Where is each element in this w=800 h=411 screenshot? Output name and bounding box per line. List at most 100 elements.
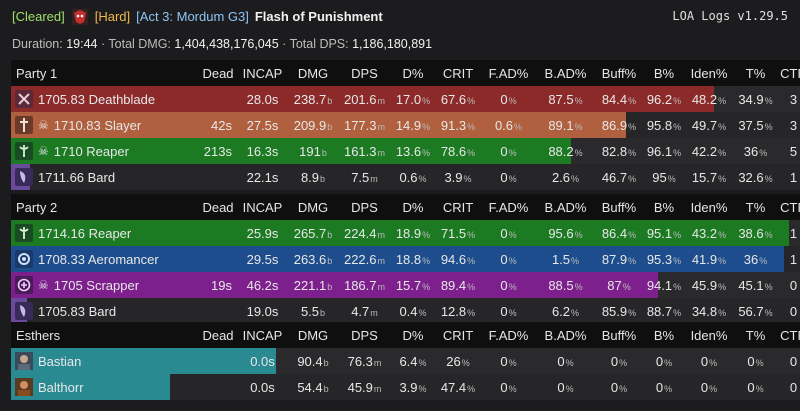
duration-value: 19:44 <box>66 37 98 51</box>
value-fad: 0.6 <box>494 117 514 133</box>
column-header-t[interactable]: T% <box>745 327 766 343</box>
cell-d: 17.0% <box>390 86 436 112</box>
percent-sign: % <box>764 281 773 292</box>
column-header-b[interactable]: B% <box>653 327 675 343</box>
value-ctr: 5 <box>789 143 798 159</box>
player-row[interactable]: 1711.66 Bard 22.1s 8.9b 7.5m 0.6% 3.9% 0% 2.6% 4… <box>11 164 800 190</box>
cell-buff: 46.7% <box>594 164 644 190</box>
column-header-iden[interactable]: Iden% <box>690 327 728 343</box>
column-header-d[interactable]: D% <box>402 327 424 343</box>
cell-iden: 45.9% <box>684 272 734 298</box>
column-header-b[interactable]: B% <box>653 199 675 215</box>
column-header-ctr[interactable]: CTR <box>780 65 800 81</box>
column-header-crit[interactable]: CRIT <box>442 327 474 343</box>
column-header-fad[interactable]: F.AD% <box>488 327 529 343</box>
column-header-ctr[interactable]: CTR <box>780 327 800 343</box>
cell-dps: 7.5m <box>339 164 390 190</box>
player-row[interactable]: Balthorr 0.0s 54.4b 45.9m 3.9% 47.4% 0% 0% 0% 0% 0… <box>11 374 800 400</box>
column-header-bad[interactable]: B.AD% <box>544 327 587 343</box>
unit-dps: m <box>377 121 386 132</box>
cell-dead <box>198 164 238 190</box>
column-header-buff[interactable]: Buff% <box>601 65 637 81</box>
column-header-dead[interactable]: Dead <box>202 327 234 343</box>
column-header-crit[interactable]: CRIT <box>442 65 474 81</box>
cell-incap: 46.2s <box>238 272 287 298</box>
value-ctr: 0 <box>789 379 798 395</box>
column-header-dmg[interactable]: DMG <box>297 327 329 343</box>
percent-sign: % <box>764 173 773 184</box>
column-header-dps[interactable]: DPS <box>351 65 378 81</box>
column-header-dead[interactable]: Dead <box>202 65 234 81</box>
player-row[interactable]: 1708.33 Aeromancer 29.5s 263.6b 222.6m 18.8%… <box>11 246 800 272</box>
column-header-iden[interactable]: Iden% <box>690 65 728 81</box>
value-dps: 4.7 <box>351 303 370 319</box>
unit-dps: m <box>370 173 378 184</box>
cell-buff: 87% <box>594 272 644 298</box>
player-row[interactable]: 1705.83 Bard 19.0s 5.5b 4.7m 0.4% 12.8% 0% 6.2%… <box>11 298 800 324</box>
column-header-incap[interactable]: INCAP <box>242 199 283 215</box>
cleared-tag: [Cleared] <box>12 9 65 24</box>
player-name-cell: ☠ 1705 Scrapper <box>11 272 198 298</box>
value-buff: 46.7 <box>601 169 628 185</box>
column-header-ctr[interactable]: CTR <box>780 199 800 215</box>
player-row[interactable]: Bastian 0.0s 90.4b 76.3m 6.4% 26% 0% 0% 0% 0% 0% 0%… <box>11 348 800 374</box>
group-label: Party 1 <box>16 65 58 81</box>
unit-dmg: b <box>323 383 329 394</box>
column-header-t[interactable]: T% <box>745 65 766 81</box>
percent-sign: % <box>764 307 773 318</box>
value-bad: 88.5 <box>548 277 574 293</box>
column-header-fad[interactable]: F.AD% <box>488 199 529 215</box>
meter-table-2: Esthers Dead INCAP DMG DPS D% CRIT F.AD% B.AD% Bu… <box>11 322 800 400</box>
column-header-b[interactable]: B% <box>653 65 675 81</box>
percent-sign: % <box>418 383 427 394</box>
column-header-t[interactable]: T% <box>745 199 766 215</box>
player-name: 1711.66 Bard <box>38 169 116 185</box>
value-dmg: 8.9 <box>300 169 320 185</box>
percent-sign: % <box>467 281 476 292</box>
column-header-fad[interactable]: F.AD% <box>488 65 529 81</box>
column-header-crit[interactable]: CRIT <box>442 199 474 215</box>
value-t: 34.9 <box>738 91 764 107</box>
player-row[interactable]: ☠ 1710.83 Slayer 42s 27.5s 209.9b 177.3m 14.9%… <box>11 112 800 138</box>
column-header-d[interactable]: D% <box>402 199 424 215</box>
percent-sign: % <box>467 121 476 132</box>
value-d: 3.9 <box>399 379 418 395</box>
player-row[interactable]: ☠ 1710 Reaper 213s 16.3s 191b 161.3m 13.6% 78.6… <box>11 138 800 164</box>
percent-sign: % <box>718 173 727 184</box>
cell-ctr: 0 <box>777 348 800 374</box>
column-header-dead[interactable]: Dead <box>202 199 234 215</box>
cell-d: 0.4% <box>390 298 436 324</box>
value-bad: 0 <box>557 379 565 395</box>
value-b: 88.7 <box>646 303 673 319</box>
player-row[interactable]: 1714.16 Reaper 25.9s 265.7b 224.4m 18.9% 71.5… <box>11 220 800 246</box>
column-header-dmg[interactable]: DMG <box>297 65 329 81</box>
column-header-bad[interactable]: B.AD% <box>544 199 587 215</box>
column-header-incap[interactable]: INCAP <box>242 65 283 81</box>
cell-incap: 19.0s <box>238 298 287 324</box>
column-header-bad[interactable]: B.AD% <box>544 65 587 81</box>
percent-sign: % <box>673 147 682 158</box>
percent-sign: % <box>514 121 523 132</box>
cell-dps: 161.3m <box>339 138 390 164</box>
unit-dmg: b <box>321 147 327 158</box>
skull-icon: ☠ <box>38 278 49 292</box>
column-header-dps[interactable]: DPS <box>351 199 378 215</box>
column-header-buff[interactable]: Buff% <box>601 327 637 343</box>
value-crit: 71.5 <box>440 225 467 241</box>
percent-sign: % <box>461 357 470 368</box>
column-header-iden[interactable]: Iden% <box>690 199 728 215</box>
cell-iden: 0% <box>684 348 734 374</box>
skull-icon: ☠ <box>38 144 49 158</box>
column-header-d[interactable]: D% <box>402 65 424 81</box>
player-row[interactable]: ☠ 1705 Scrapper 19s 46.2s 221.1b 186.7m 15.7% 8… <box>11 272 800 298</box>
value-b: 95 <box>652 169 667 185</box>
column-header-buff[interactable]: Buff% <box>601 199 637 215</box>
column-header-dmg[interactable]: DMG <box>297 199 329 215</box>
column-header-dps[interactable]: DPS <box>351 327 378 343</box>
cell-fad: 0% <box>480 272 537 298</box>
cell-fad: 0% <box>480 86 537 112</box>
player-row[interactable]: 1705.83 Deathblade 28.0s 238.7b 201.6m 17.0%… <box>11 86 800 112</box>
percent-sign: % <box>422 281 431 292</box>
value-crit: 89.4 <box>440 277 467 293</box>
column-header-incap[interactable]: INCAP <box>242 327 283 343</box>
